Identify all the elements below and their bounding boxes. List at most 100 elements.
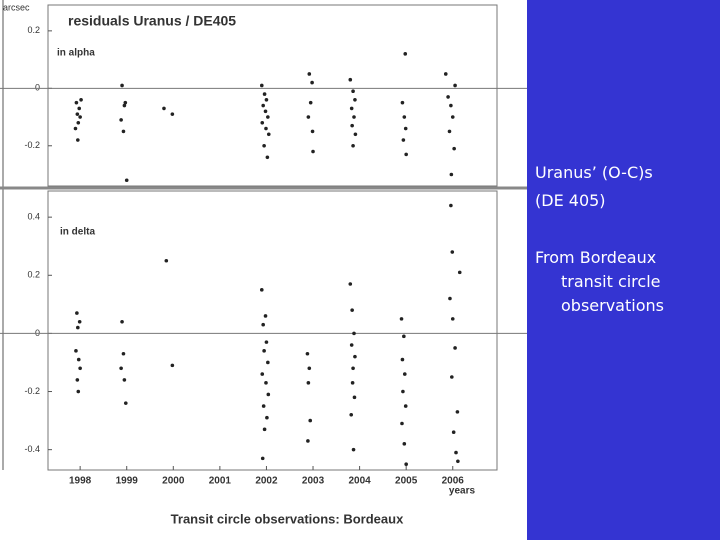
data-point xyxy=(73,126,78,131)
data-point xyxy=(263,109,268,114)
data-point xyxy=(308,100,313,105)
heading: Uranus’ (O-C)s xyxy=(535,163,653,182)
data-point xyxy=(352,115,356,119)
data-point xyxy=(351,89,355,93)
data-point xyxy=(262,427,267,432)
data-point xyxy=(349,343,354,347)
x-tick-label: 1999 xyxy=(116,476,139,487)
data-point xyxy=(78,366,82,371)
y-tick-label: -0.2 xyxy=(24,140,40,150)
data-point xyxy=(75,378,80,382)
data-point xyxy=(121,129,126,134)
data-point xyxy=(449,172,454,177)
data-point xyxy=(403,52,408,56)
data-point xyxy=(348,77,353,82)
data-point xyxy=(400,100,405,105)
data-point xyxy=(450,375,454,379)
data-point xyxy=(262,143,266,148)
data-point xyxy=(264,340,269,344)
data-point xyxy=(449,103,453,108)
data-point xyxy=(305,351,310,356)
data-point xyxy=(263,314,268,318)
data-point xyxy=(77,106,82,111)
data-point xyxy=(350,123,354,128)
data-point xyxy=(306,381,311,385)
data-point xyxy=(120,83,124,88)
data-point xyxy=(266,115,270,119)
data-point xyxy=(266,392,271,397)
data-point xyxy=(123,100,128,105)
data-point xyxy=(119,366,123,371)
data-point xyxy=(400,421,404,426)
data-point xyxy=(454,450,458,455)
data-point xyxy=(450,250,455,254)
x-tick-label: 2000 xyxy=(162,476,185,487)
data-point xyxy=(451,430,456,435)
data-point xyxy=(75,311,79,315)
y-tick-label: -0.4 xyxy=(24,444,40,454)
x-tick-label: 2004 xyxy=(348,476,371,487)
annotation: in delta xyxy=(60,227,95,238)
data-point xyxy=(124,178,129,183)
y-tick-label: 0.2 xyxy=(27,270,40,280)
data-point xyxy=(352,331,356,336)
data-point xyxy=(265,155,270,160)
data-point xyxy=(164,258,169,263)
x-tick-label: 2002 xyxy=(255,476,278,487)
side-panel: Uranus’ (O-C)s (DE 405) From Bordeaux tr… xyxy=(527,0,720,540)
plot-frame xyxy=(47,190,498,471)
background xyxy=(0,0,527,540)
data-point xyxy=(259,83,264,88)
data-point xyxy=(400,357,405,362)
data-point xyxy=(399,317,404,321)
data-point xyxy=(350,308,354,312)
data-point xyxy=(76,138,80,142)
data-point xyxy=(456,459,460,464)
data-point xyxy=(78,115,82,119)
data-point xyxy=(76,389,81,394)
data-point xyxy=(353,98,357,102)
data-point xyxy=(261,103,265,108)
data-point xyxy=(311,149,315,154)
data-point xyxy=(307,72,312,76)
data-point xyxy=(76,357,81,362)
data-point xyxy=(404,152,408,157)
data-point xyxy=(306,115,311,119)
data-point xyxy=(403,404,408,408)
data-point xyxy=(307,366,312,371)
data-point xyxy=(310,80,314,85)
data-point xyxy=(450,317,455,321)
data-point xyxy=(74,100,79,105)
heading: (DE 405) xyxy=(535,191,606,210)
data-point xyxy=(450,115,455,119)
data-point xyxy=(348,282,353,286)
data-point xyxy=(122,103,127,108)
data-point xyxy=(308,418,313,423)
data-point xyxy=(74,349,78,353)
y-tick-label: 0 xyxy=(35,328,40,338)
y-tick-label: 0.2 xyxy=(27,25,40,35)
data-point xyxy=(446,95,450,99)
data-point xyxy=(261,322,265,327)
data-point xyxy=(306,439,310,443)
data-point xyxy=(453,346,457,350)
data-point xyxy=(350,381,355,385)
data-point xyxy=(122,378,127,382)
data-point xyxy=(260,372,265,376)
y-tick-label: 0 xyxy=(35,83,40,93)
data-point xyxy=(310,129,315,134)
data-point xyxy=(402,115,407,119)
data-point xyxy=(351,366,355,371)
data-point xyxy=(170,363,175,368)
caption: Transit circle observations: Bordeaux xyxy=(171,511,404,526)
data-point xyxy=(266,132,271,137)
data-point xyxy=(351,447,356,452)
plot-frame xyxy=(47,4,498,187)
data-point xyxy=(76,120,81,125)
x-tick-label: 2001 xyxy=(209,476,232,487)
chart-title: residuals Uranus / DE405 xyxy=(68,13,236,29)
data-point xyxy=(162,106,166,111)
data-point xyxy=(349,412,354,417)
data-point xyxy=(402,334,406,339)
